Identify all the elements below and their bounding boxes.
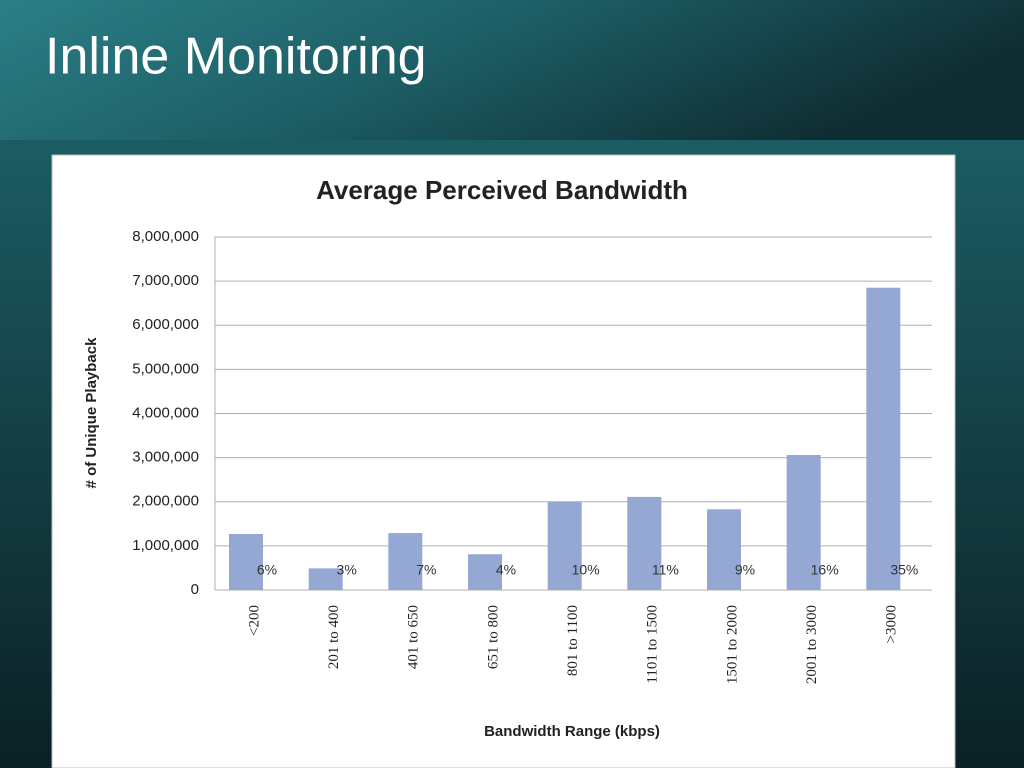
x-tick-label: 801 to 1100 bbox=[565, 605, 581, 676]
bar bbox=[627, 496, 662, 590]
slide-title: Inline Monitoring bbox=[45, 28, 427, 86]
x-tick-label: 401 to 650 bbox=[406, 605, 422, 669]
x-axis-label: Bandwidth Range (kbps) bbox=[484, 723, 660, 740]
x-tick-label: 1101 to 1500 bbox=[645, 605, 661, 684]
y-tick-label: 8,000,000 bbox=[132, 228, 199, 245]
bar bbox=[707, 509, 741, 590]
y-tick-label: 5,000,000 bbox=[132, 360, 199, 377]
x-tick-label: <200 bbox=[246, 605, 262, 636]
y-tick-label: 3,000,000 bbox=[132, 449, 199, 466]
y-tick-label: 0 bbox=[191, 581, 199, 598]
x-tick-label: 651 to 800 bbox=[485, 605, 501, 669]
share-label: 6% bbox=[257, 562, 277, 578]
share-label: 4% bbox=[496, 562, 516, 578]
x-tick-label: 1501 to 2000 bbox=[724, 605, 740, 684]
chart-title: Average Perceived Bandwidth bbox=[316, 175, 688, 205]
share-label: 3% bbox=[337, 562, 357, 578]
bar bbox=[786, 454, 821, 590]
y-tick-label: 6,000,000 bbox=[132, 316, 199, 333]
share-label: 10% bbox=[572, 562, 600, 578]
bar bbox=[468, 554, 502, 590]
share-label: 9% bbox=[735, 562, 755, 578]
y-axis-label: # of Unique Playback bbox=[83, 337, 100, 489]
bar bbox=[229, 533, 263, 590]
bar bbox=[308, 568, 343, 590]
share-label: 11% bbox=[652, 562, 679, 578]
x-tick-label: 201 to 400 bbox=[326, 605, 342, 669]
share-label: 35% bbox=[890, 562, 918, 578]
y-tick-label: 2,000,000 bbox=[132, 493, 199, 510]
share-label: 7% bbox=[416, 562, 436, 578]
x-tick-label: >3000 bbox=[884, 605, 900, 643]
bar bbox=[866, 287, 901, 590]
share-label: 16% bbox=[811, 562, 839, 578]
bar bbox=[388, 533, 423, 590]
y-tick-label: 7,000,000 bbox=[132, 272, 199, 289]
bar bbox=[547, 501, 582, 590]
header-band bbox=[0, 0, 1024, 140]
y-tick-label: 1,000,000 bbox=[132, 537, 199, 554]
x-tick-label: 2001 to 3000 bbox=[804, 605, 820, 684]
y-tick-label: 4,000,000 bbox=[132, 404, 199, 421]
